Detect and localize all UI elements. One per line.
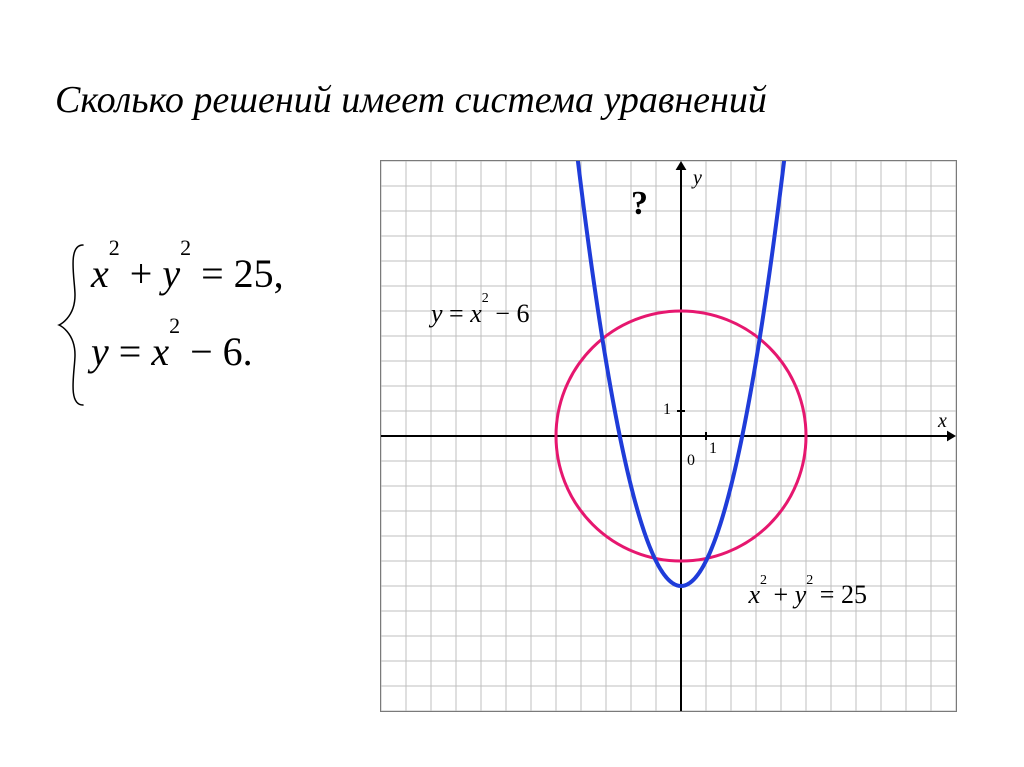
chart xyxy=(381,161,956,711)
tick-1-x: 1 xyxy=(709,440,717,458)
equation-2: y = x2 − 6. xyxy=(91,332,284,372)
x-axis-label: x xyxy=(938,410,947,433)
brace-icon xyxy=(55,240,91,410)
question-mark: ? xyxy=(631,185,648,223)
chart-frame: y x 1 1 0 ? y = x2 − 6 x2 + y2 = 25 xyxy=(380,160,957,712)
origin-label: 0 xyxy=(687,452,695,470)
equation-system: x2 + y2 = 25, y = x2 − 6. xyxy=(55,240,335,420)
page-title: Сколько решений имеет система уравнений xyxy=(55,78,767,122)
tick-1-y: 1 xyxy=(663,401,671,419)
equation-1: x2 + y2 = 25, xyxy=(91,254,284,294)
circle-equation-label: x2 + y2 = 25 xyxy=(749,580,867,610)
parabola-equation-label: y = x2 − 6 xyxy=(431,299,529,329)
y-axis-label: y xyxy=(693,167,702,190)
slide: Сколько решений имеет система уравнений … xyxy=(0,0,1024,767)
